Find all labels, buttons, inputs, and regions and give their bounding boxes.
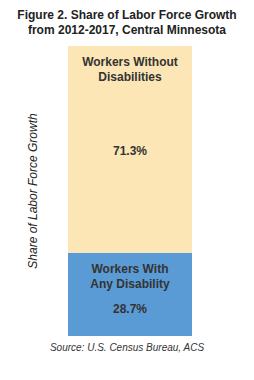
svg-text:Workers WithoutDisabilities: Workers WithoutDisabilities (82, 55, 178, 84)
html-text:Figure 2. Share of Labor Force: Figure 2. Share of Labor Force Growth fr… (17, 8, 237, 37)
svg-text:28.7%: 28.7% (113, 302, 147, 316)
svg-text:Workers WithAny Disability: Workers WithAny Disability (90, 262, 170, 291)
svg-text:71.3%: 71.3% (113, 144, 147, 158)
html-text:Source: U.S. Census Bureau, AC: Source: U.S. Census Bureau, ACS (49, 342, 205, 353)
svg-text:Share of Labor Force Growth: Share of Labor Force Growth (26, 113, 40, 269)
